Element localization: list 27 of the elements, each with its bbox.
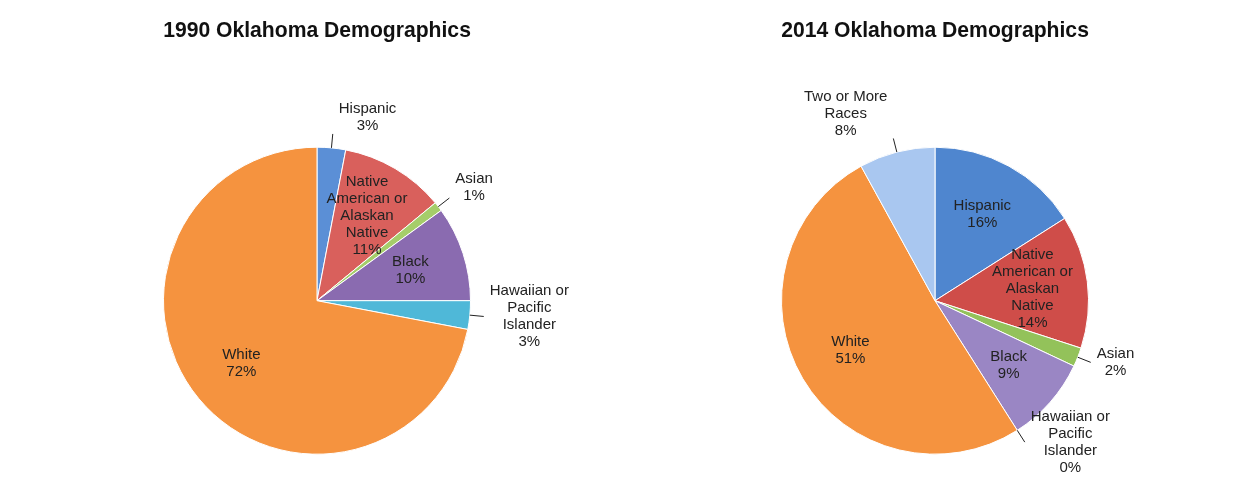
data-label: 14% <box>1017 312 1048 330</box>
slice-label: White <box>222 344 261 362</box>
data-label: 3% <box>518 332 541 350</box>
slice-label: White <box>831 332 870 350</box>
slice-label: Black <box>990 347 1028 365</box>
slice-label: Hispanic <box>953 196 1012 214</box>
slice-label: Two or More Races <box>803 86 888 121</box>
data-label: 8% <box>834 120 857 138</box>
data-label: 9% <box>997 364 1020 382</box>
data-label: 16% <box>967 213 998 231</box>
data-label: 72% <box>226 361 257 379</box>
slice-label: Native American or Alaskan Native <box>992 244 1073 313</box>
data-label: 1% <box>463 186 485 204</box>
data-label: 11% <box>352 240 382 258</box>
slice-label: Asian <box>1096 344 1135 361</box>
text: 0% <box>1059 457 1082 475</box>
slice-label: Asian <box>455 169 493 187</box>
legend-label: Hawaiian or Pacific Islander <box>1030 406 1110 458</box>
data-label: 3% <box>356 115 379 133</box>
slice-label: Hispanic <box>338 98 397 116</box>
slice-label: Hawaiian or Pacific Islander <box>489 281 569 333</box>
chart-title: 2014 Oklahoma Demographics <box>781 16 1089 43</box>
chart-title: 1990 Oklahoma Demographics <box>163 16 471 43</box>
data-label: 2% <box>1104 361 1127 378</box>
data-label: 51% <box>835 349 866 367</box>
data-label: 10% <box>395 268 426 286</box>
slice-label: Black <box>392 251 430 269</box>
